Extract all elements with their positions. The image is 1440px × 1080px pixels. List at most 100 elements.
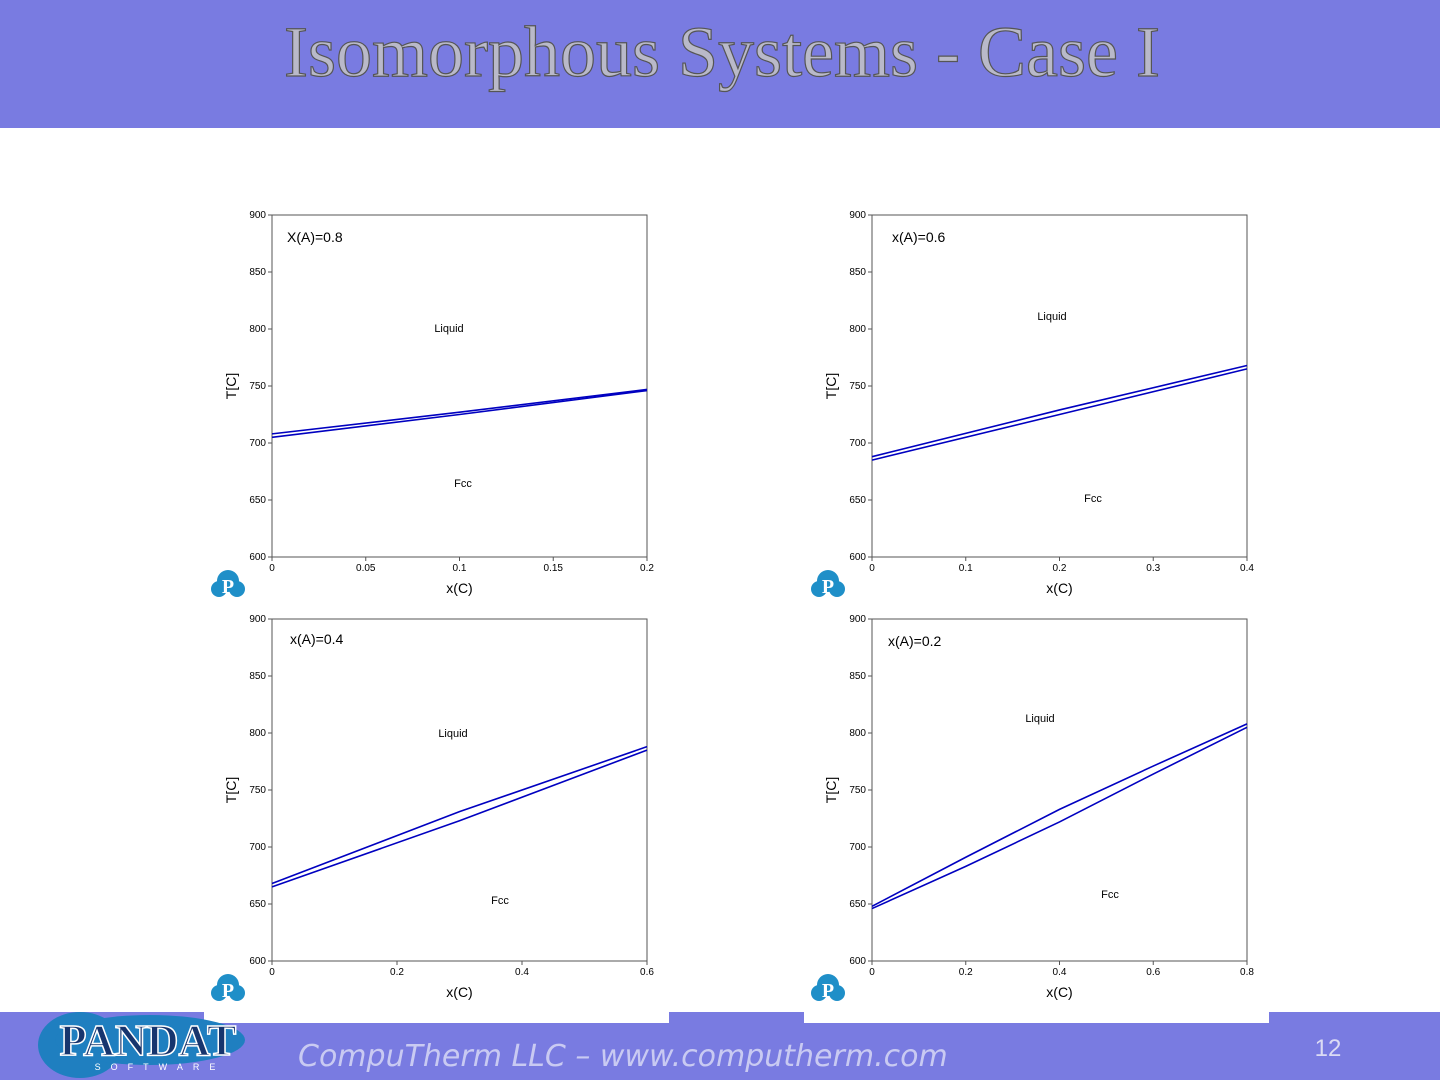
icon-letter: P [222,980,234,1002]
y-tick-label: 600 [249,956,266,967]
y-tick-label: 900 [849,210,866,221]
y-tick-label: 650 [249,899,266,910]
y-tick-label: 600 [849,956,866,967]
annotation: Liquid [1037,311,1066,323]
y-tick-label: 800 [249,324,266,335]
plot-frame [271,618,648,962]
slide-title: Isomorphous Systems - Case I [284,12,1160,92]
y-tick-label: 600 [249,552,266,563]
icon-shape [811,581,827,597]
y-tick-label: 900 [849,614,866,625]
curve [271,389,648,439]
x-tick-label: 0.2 [640,563,654,574]
y-tick-label: 750 [249,381,266,392]
pandat-logo: PANDAT SOFTWARE [38,1012,245,1078]
plot-frame [871,618,1248,962]
x-tick-label: 0.8 [1240,967,1254,978]
y-tick-label: 700 [249,842,266,853]
icon-shape [829,581,845,597]
annotation: Fcc [454,478,472,490]
page-number: 12 [1315,1035,1342,1062]
x-tick-label: 0.2 [390,967,404,978]
logo-subtext: SOFTWARE [95,1062,226,1072]
y-tick-label: 750 [849,785,866,796]
logo-cloud [55,1015,245,1065]
annotation: Fcc [1084,493,1102,505]
curve [871,364,1248,458]
icon-shape [829,985,845,1001]
x-tick-label: 0 [869,967,875,978]
y-tick-label: 750 [849,381,866,392]
x-tick-label: 0.2 [1053,563,1067,574]
header-band [0,0,1440,128]
y-tick-label: 900 [249,210,266,221]
x-tick-label: 0.4 [1240,563,1254,574]
y-tick-label: 750 [249,785,266,796]
x-axis-label: x(C) [1046,580,1072,596]
y-axis-label: T[C] [823,373,839,399]
annotation: Liquid [438,728,467,740]
annotation: x(A)=0.2 [888,633,942,649]
curve [271,749,648,888]
x-tick-label: 0 [269,563,275,574]
pandat-icon: P [211,570,245,598]
x-axis-label: x(C) [446,984,472,1000]
footer-text: CompuTherm LLC – www.computherm.com [298,1039,948,1074]
annotation: Fcc [1101,889,1119,901]
x-tick-label: 0.1 [453,563,467,574]
y-tick-label: 850 [249,671,266,682]
x-tick-label: 0.6 [640,967,654,978]
icon-shape [229,985,245,1001]
y-tick-label: 650 [849,495,866,506]
icon-letter: P [222,576,234,598]
x-axis-label: x(C) [446,580,472,596]
y-tick-label: 650 [849,899,866,910]
curve [271,388,648,435]
chart: 600 650 700 750 800 850 900 0 0.2 0.4 0.6 x(C) T[C] x… [211,614,654,1002]
curve [871,726,1248,910]
x-tick-label: 0.05 [356,563,376,574]
icon-letter: P [822,980,834,1002]
annotation: Fcc [491,895,509,907]
curve [871,723,1248,907]
y-axis-label: T[C] [823,777,839,803]
annotation: Liquid [1025,713,1054,725]
chart-panel [804,1000,1269,1023]
y-tick-label: 700 [849,438,866,449]
annotation: Liquid [434,323,463,335]
icon-shape [211,985,227,1001]
x-tick-label: 0.1 [959,563,973,574]
annotation: x(A)=0.6 [892,229,946,245]
curve [271,745,648,885]
plot-frame [871,214,1248,558]
y-tick-label: 650 [249,495,266,506]
logo-text: PANDAT [60,1016,237,1065]
y-tick-label: 800 [849,324,866,335]
icon-shape [229,581,245,597]
x-tick-label: 0 [269,967,275,978]
y-axis-label: T[C] [223,777,239,803]
y-tick-label: 850 [849,267,866,278]
x-tick-label: 0.6 [1146,967,1160,978]
y-axis-label: T[C] [223,373,239,399]
chart-panel [204,1000,669,1023]
y-tick-label: 600 [849,552,866,563]
icon-letter: P [822,576,834,598]
pandat-icon: P [811,974,845,1002]
plot-frame [271,214,648,558]
y-tick-label: 800 [849,728,866,739]
chart: 600 650 700 750 800 850 900 0 0.05 0.1 0.15 0.2 x(C)… [211,210,654,598]
pandat-icon: P [811,570,845,598]
annotation: X(A)=0.8 [287,229,343,245]
x-tick-label: 0.3 [1146,563,1160,574]
y-tick-label: 700 [849,842,866,853]
curve [871,368,1248,461]
y-tick-label: 800 [249,728,266,739]
chart: 600 650 700 750 800 850 900 0 0.2 0.4 0.6 0.8 x(C) T[… [811,614,1254,1002]
chart: 600 650 700 750 800 850 900 0 0.1 0.2 0.3 0.4 x(C) T[… [811,210,1254,598]
y-tick-label: 850 [849,671,866,682]
x-axis-label: x(C) [1046,984,1072,1000]
y-tick-label: 700 [249,438,266,449]
